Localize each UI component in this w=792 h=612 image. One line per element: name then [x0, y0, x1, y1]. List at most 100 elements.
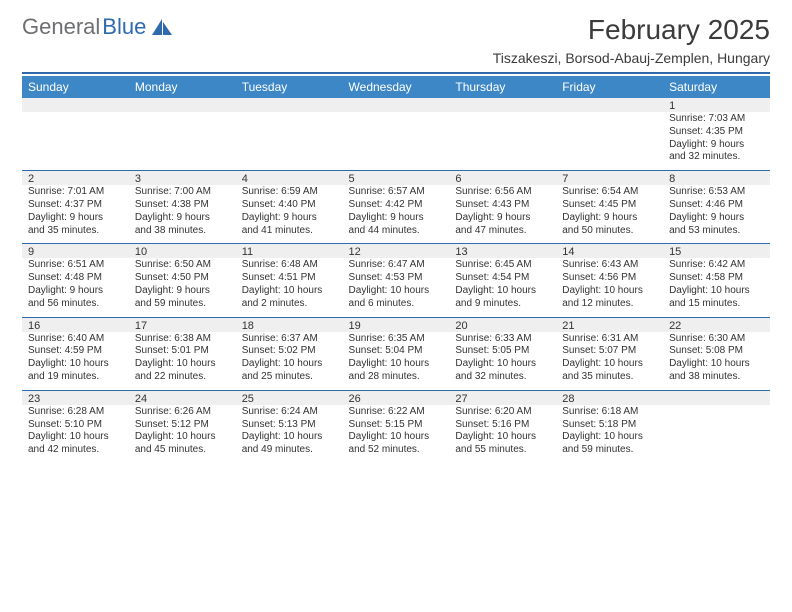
day-details: Sunrise: 6:48 AMSunset: 4:51 PMDaylight:… — [236, 258, 343, 316]
sunrise-text: Sunrise: 6:28 AM — [28, 406, 123, 419]
daylight-text-1: Daylight: 9 hours — [669, 139, 764, 152]
empty-cell — [556, 98, 663, 112]
empty-cell — [129, 98, 236, 112]
daylight-text-1: Daylight: 10 hours — [242, 358, 337, 371]
week-details-row: Sunrise: 6:40 AMSunset: 4:59 PM Daylight:… — [22, 332, 770, 390]
daylight-text-1: Daylight: 10 hours — [455, 358, 550, 371]
sunrise-text: Sunrise: 6:30 AM — [669, 333, 764, 346]
sunset-text: Sunset: 5:04 PM — [349, 345, 444, 358]
daylight-text-1: Daylight: 9 hours — [28, 285, 123, 298]
sunset-text: Sunset: 4:45 PM — [562, 199, 657, 212]
sunrise-text: Sunrise: 6:56 AM — [455, 186, 550, 199]
daylight-text-2: and 32 minutes. — [669, 151, 764, 164]
day-number: 11 — [236, 244, 343, 258]
empty-cell — [22, 112, 129, 170]
day-details: Sunrise: 6:57 AMSunset: 4:42 PMDaylight:… — [343, 185, 450, 243]
day-details: Sunrise: 6:40 AMSunset: 4:59 PMDaylight:… — [22, 332, 129, 390]
daylight-text-1: Daylight: 9 hours — [28, 212, 123, 225]
sunset-text: Sunset: 4:54 PM — [455, 272, 550, 285]
day-details: Sunrise: 6:59 AMSunset: 4:40 PMDaylight:… — [236, 185, 343, 243]
sunrise-text: Sunrise: 6:47 AM — [349, 259, 444, 272]
sunrise-text: Sunrise: 7:03 AM — [669, 113, 764, 126]
week-details-row: Sunrise: 6:28 AMSunset: 5:10 PM Daylight:… — [22, 405, 770, 463]
daylight-text-1: Daylight: 10 hours — [349, 358, 444, 371]
day-of-week-header: Monday — [129, 76, 236, 98]
sunset-text: Sunset: 4:50 PM — [135, 272, 230, 285]
sunrise-text: Sunrise: 6:38 AM — [135, 333, 230, 346]
day-number: 6 — [449, 171, 556, 185]
empty-cell — [343, 98, 450, 112]
sunrise-text: Sunrise: 6:51 AM — [28, 259, 123, 272]
sunset-text: Sunset: 4:42 PM — [349, 199, 444, 212]
empty-cell — [22, 98, 129, 112]
week-daynum-row: 9101112131415 — [22, 244, 770, 258]
daylight-text-2: and 53 minutes. — [669, 225, 764, 238]
day-of-week-header: Saturday — [663, 76, 770, 98]
day-number: 21 — [556, 318, 663, 332]
empty-cell — [343, 112, 450, 170]
daylight-text-2: and 56 minutes. — [28, 298, 123, 311]
day-number: 3 — [129, 171, 236, 185]
sunrise-text: Sunrise: 6:40 AM — [28, 333, 123, 346]
daylight-text-1: Daylight: 10 hours — [242, 285, 337, 298]
brand-logo: GeneralBlue — [22, 14, 174, 40]
day-details: Sunrise: 7:00 AMSunset: 4:38 PMDaylight:… — [129, 185, 236, 243]
day-details: Sunrise: 6:24 AMSunset: 5:13 PMDaylight:… — [236, 405, 343, 463]
empty-cell — [449, 112, 556, 170]
daylight-text-2: and 9 minutes. — [455, 298, 550, 311]
day-of-week-header: Tuesday — [236, 76, 343, 98]
sunset-text: Sunset: 4:56 PM — [562, 272, 657, 285]
sunrise-text: Sunrise: 6:18 AM — [562, 406, 657, 419]
sunset-text: Sunset: 4:59 PM — [28, 345, 123, 358]
day-details: Sunrise: 6:53 AMSunset: 4:46 PMDaylight:… — [663, 185, 770, 243]
week-details-row: Sunrise: 7:03 AMSunset: 4:35 PMDaylight:… — [22, 112, 770, 170]
daylight-text-2: and 49 minutes. — [242, 444, 337, 457]
sunrise-text: Sunrise: 6:42 AM — [669, 259, 764, 272]
sunset-text: Sunset: 4:38 PM — [135, 199, 230, 212]
day-number: 12 — [343, 244, 450, 258]
daylight-text-2: and 15 minutes. — [669, 298, 764, 311]
brand-blue: Blue — [102, 14, 146, 40]
daylight-text-2: and 47 minutes. — [455, 225, 550, 238]
sunset-text: Sunset: 5:10 PM — [28, 419, 123, 432]
sunrise-text: Sunrise: 6:33 AM — [455, 333, 550, 346]
day-details: Sunrise: 6:28 AMSunset: 5:10 PMDaylight:… — [22, 405, 129, 463]
daylight-text-2: and 44 minutes. — [349, 225, 444, 238]
day-details: Sunrise: 6:20 AMSunset: 5:16 PMDaylight:… — [449, 405, 556, 463]
daylight-text-1: Daylight: 9 hours — [669, 212, 764, 225]
day-number: 22 — [663, 318, 770, 332]
day-number: 24 — [129, 391, 236, 405]
daylight-text-2: and 41 minutes. — [242, 225, 337, 238]
brand-general: General — [22, 14, 100, 40]
empty-cell — [449, 98, 556, 112]
sunrise-text: Sunrise: 6:43 AM — [562, 259, 657, 272]
sunset-text: Sunset: 5:07 PM — [562, 345, 657, 358]
daylight-text-2: and 22 minutes. — [135, 371, 230, 384]
daylight-text-1: Daylight: 10 hours — [455, 431, 550, 444]
calendar-table: SundayMondayTuesdayWednesdayThursdayFrid… — [22, 76, 770, 463]
daylight-text-2: and 59 minutes. — [135, 298, 230, 311]
empty-cell — [663, 391, 770, 405]
sunset-text: Sunset: 5:05 PM — [455, 345, 550, 358]
day-details: Sunrise: 6:35 AMSunset: 5:04 PMDaylight:… — [343, 332, 450, 390]
day-number: 16 — [22, 318, 129, 332]
week-daynum-row: 232425262728 — [22, 391, 770, 405]
day-details: Sunrise: 6:43 AMSunset: 4:56 PMDaylight:… — [556, 258, 663, 316]
day-details: Sunrise: 6:56 AMSunset: 4:43 PMDaylight:… — [449, 185, 556, 243]
week-daynum-row: 2345678 — [22, 171, 770, 185]
day-number: 23 — [22, 391, 129, 405]
day-details: Sunrise: 7:03 AMSunset: 4:35 PMDaylight:… — [663, 112, 770, 170]
daylight-text-1: Daylight: 10 hours — [669, 358, 764, 371]
day-of-week-header: Sunday — [22, 76, 129, 98]
sunrise-text: Sunrise: 6:50 AM — [135, 259, 230, 272]
sunrise-text: Sunrise: 7:00 AM — [135, 186, 230, 199]
day-number: 28 — [556, 391, 663, 405]
week-details-row: Sunrise: 6:51 AMSunset: 4:48 PMDaylight:… — [22, 258, 770, 316]
day-details: Sunrise: 6:22 AMSunset: 5:15 PMDaylight:… — [343, 405, 450, 463]
day-details: Sunrise: 6:42 AMSunset: 4:58 PMDaylight:… — [663, 258, 770, 316]
sunset-text: Sunset: 5:13 PM — [242, 419, 337, 432]
day-details: Sunrise: 6:26 AMSunset: 5:12 PMDaylight:… — [129, 405, 236, 463]
sunset-text: Sunset: 5:15 PM — [349, 419, 444, 432]
day-number: 13 — [449, 244, 556, 258]
sunset-text: Sunset: 4:43 PM — [455, 199, 550, 212]
